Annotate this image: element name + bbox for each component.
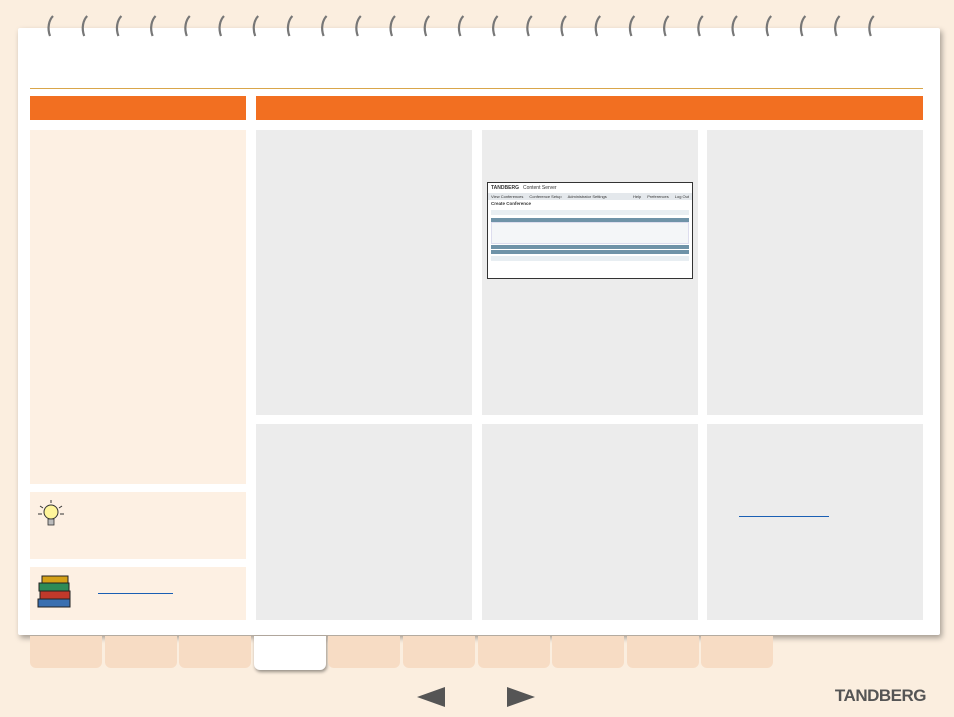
tab[interactable] xyxy=(701,636,774,668)
reference-box xyxy=(30,567,246,620)
tab[interactable] xyxy=(403,636,475,668)
bulb-icon xyxy=(38,500,64,526)
ring xyxy=(799,15,807,37)
ring xyxy=(423,15,431,37)
panel xyxy=(256,424,472,620)
ring xyxy=(457,15,465,37)
ring xyxy=(321,15,328,37)
menu-item[interactable]: View Conferences xyxy=(491,194,524,199)
prev-arrow[interactable] xyxy=(417,687,445,707)
ring xyxy=(389,15,396,37)
section-bar xyxy=(491,245,689,249)
ring xyxy=(115,15,123,37)
link[interactable] xyxy=(98,593,173,594)
ring xyxy=(663,15,670,37)
tab[interactable] xyxy=(179,636,252,668)
section-bar xyxy=(491,250,689,254)
tab[interactable] xyxy=(626,636,699,668)
product: Content Server xyxy=(522,185,557,191)
menu-link[interactable]: Help xyxy=(632,194,642,199)
screenshot: TANDBERG Content Server View Conferences… xyxy=(487,182,693,279)
ring xyxy=(594,15,602,37)
menu-item[interactable]: Administrator Settings xyxy=(567,194,607,199)
toolbar xyxy=(491,210,689,215)
ring xyxy=(252,15,260,37)
tab[interactable] xyxy=(30,636,102,668)
ring xyxy=(697,15,704,37)
ring xyxy=(47,15,54,37)
side-panel xyxy=(30,130,246,484)
tip-box xyxy=(30,492,246,559)
panel xyxy=(256,130,472,415)
button-row xyxy=(491,256,689,261)
tab[interactable] xyxy=(104,636,177,668)
menu-item[interactable]: Conference Setup xyxy=(529,194,562,199)
section-header xyxy=(256,96,923,120)
panel xyxy=(707,424,923,620)
ring xyxy=(868,15,875,37)
tab[interactable] xyxy=(477,636,550,668)
ring xyxy=(765,15,773,37)
ring xyxy=(628,15,636,37)
tab[interactable] xyxy=(253,636,326,670)
ring xyxy=(150,15,157,37)
ring xyxy=(492,15,499,37)
ring xyxy=(286,15,294,37)
ring xyxy=(834,15,841,37)
nav-arrows xyxy=(417,687,535,707)
link[interactable] xyxy=(739,516,829,517)
ring xyxy=(355,15,362,37)
ring xyxy=(184,15,191,37)
panel xyxy=(482,424,698,620)
next-arrow[interactable] xyxy=(507,687,535,707)
section-header xyxy=(30,96,246,120)
ring xyxy=(218,15,225,37)
ring xyxy=(81,15,89,37)
tab[interactable] xyxy=(552,636,625,668)
menu-bar: View Conferences Conference Setup Admini… xyxy=(488,193,692,200)
panel xyxy=(707,130,923,415)
spiral-rings xyxy=(47,15,875,37)
logo: TANDBERG xyxy=(834,686,927,705)
ring xyxy=(731,15,738,37)
rule xyxy=(30,88,923,89)
ring xyxy=(560,15,567,37)
books-icon xyxy=(37,575,71,608)
heading: Create Conference xyxy=(491,201,532,206)
brand: TANDBERG xyxy=(491,185,519,191)
form xyxy=(491,222,689,244)
ring xyxy=(526,15,533,37)
menu-link[interactable]: Preferences xyxy=(647,194,669,199)
section-bar xyxy=(491,218,689,222)
menu-link[interactable]: Log Out xyxy=(674,194,689,199)
tab[interactable] xyxy=(328,636,401,668)
